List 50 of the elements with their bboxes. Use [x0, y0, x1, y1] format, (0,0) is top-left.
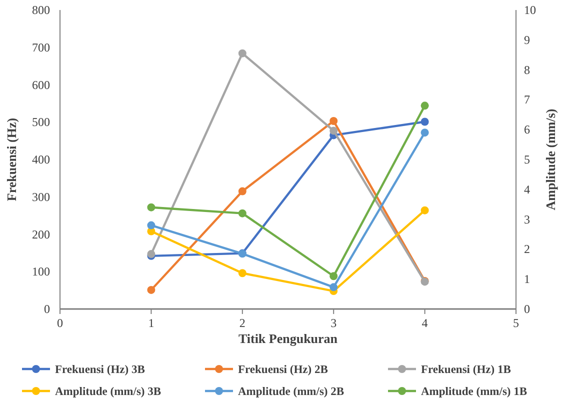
point	[420, 118, 429, 126]
y2-tick-label: 2	[524, 242, 530, 256]
point	[420, 206, 429, 214]
y2-tick-label: 3	[524, 212, 530, 226]
x-tick-label: 3	[330, 316, 337, 330]
point	[330, 126, 338, 135]
y2-axis-title: Amplitude (mm/s)	[543, 108, 558, 210]
x-tick-label: 0	[57, 316, 63, 330]
point	[420, 102, 429, 110]
point	[238, 49, 246, 58]
y2-tick-label: 1	[524, 272, 530, 286]
y2-tick-label: 8	[524, 62, 530, 77]
x-tick-label: 5	[513, 316, 519, 330]
x-tick-label: 2	[239, 316, 246, 330]
y2-tick-label: 7	[524, 92, 530, 107]
legend-label: Amplitude (mm/s) 1B	[421, 386, 528, 398]
x-axis-title: Titik Pengukuran	[238, 331, 338, 346]
point	[330, 272, 338, 280]
y-tick-label: 600	[32, 78, 50, 92]
y-tick-label: 100	[32, 264, 50, 279]
point	[420, 128, 429, 137]
y2-tick-label: 0	[524, 302, 530, 316]
y2-tick-label: 5	[524, 152, 530, 166]
y2-tick-label: 9	[524, 32, 530, 47]
legend-label: Frekuensi (Hz) 2B	[238, 364, 328, 376]
point	[330, 283, 338, 292]
y-tick-label: 0	[44, 302, 50, 316]
point	[147, 203, 156, 212]
y-tick-label: 300	[32, 190, 50, 204]
point	[147, 286, 156, 294]
y2-tick-label: 10	[524, 3, 536, 17]
y-tick-label: 700	[32, 40, 50, 54]
point	[238, 209, 246, 218]
legend-label: Amplitude (mm/s) 3B	[55, 386, 162, 398]
y-tick-label: 200	[32, 227, 50, 242]
x-tick-label: 1	[148, 316, 154, 330]
y-tick-label: 500	[32, 115, 50, 130]
y-tick-label: 400	[32, 152, 50, 166]
legend-label: Amplitude (mm/s) 2B	[238, 386, 344, 398]
y2-tick-label: 6	[524, 122, 530, 137]
y-tick-label: 800	[32, 3, 50, 17]
point	[238, 269, 246, 278]
point	[330, 117, 338, 126]
legend-label: Frekuensi (Hz) 1B	[421, 364, 512, 376]
y-axis-title: Frekuensi (Hz)	[4, 118, 19, 202]
x-tick-label: 4	[422, 316, 428, 330]
y2-tick-label: 4	[524, 182, 530, 196]
point	[147, 221, 156, 230]
point	[238, 187, 246, 196]
legend-label: Frekuensi (Hz) 3B	[55, 364, 146, 376]
